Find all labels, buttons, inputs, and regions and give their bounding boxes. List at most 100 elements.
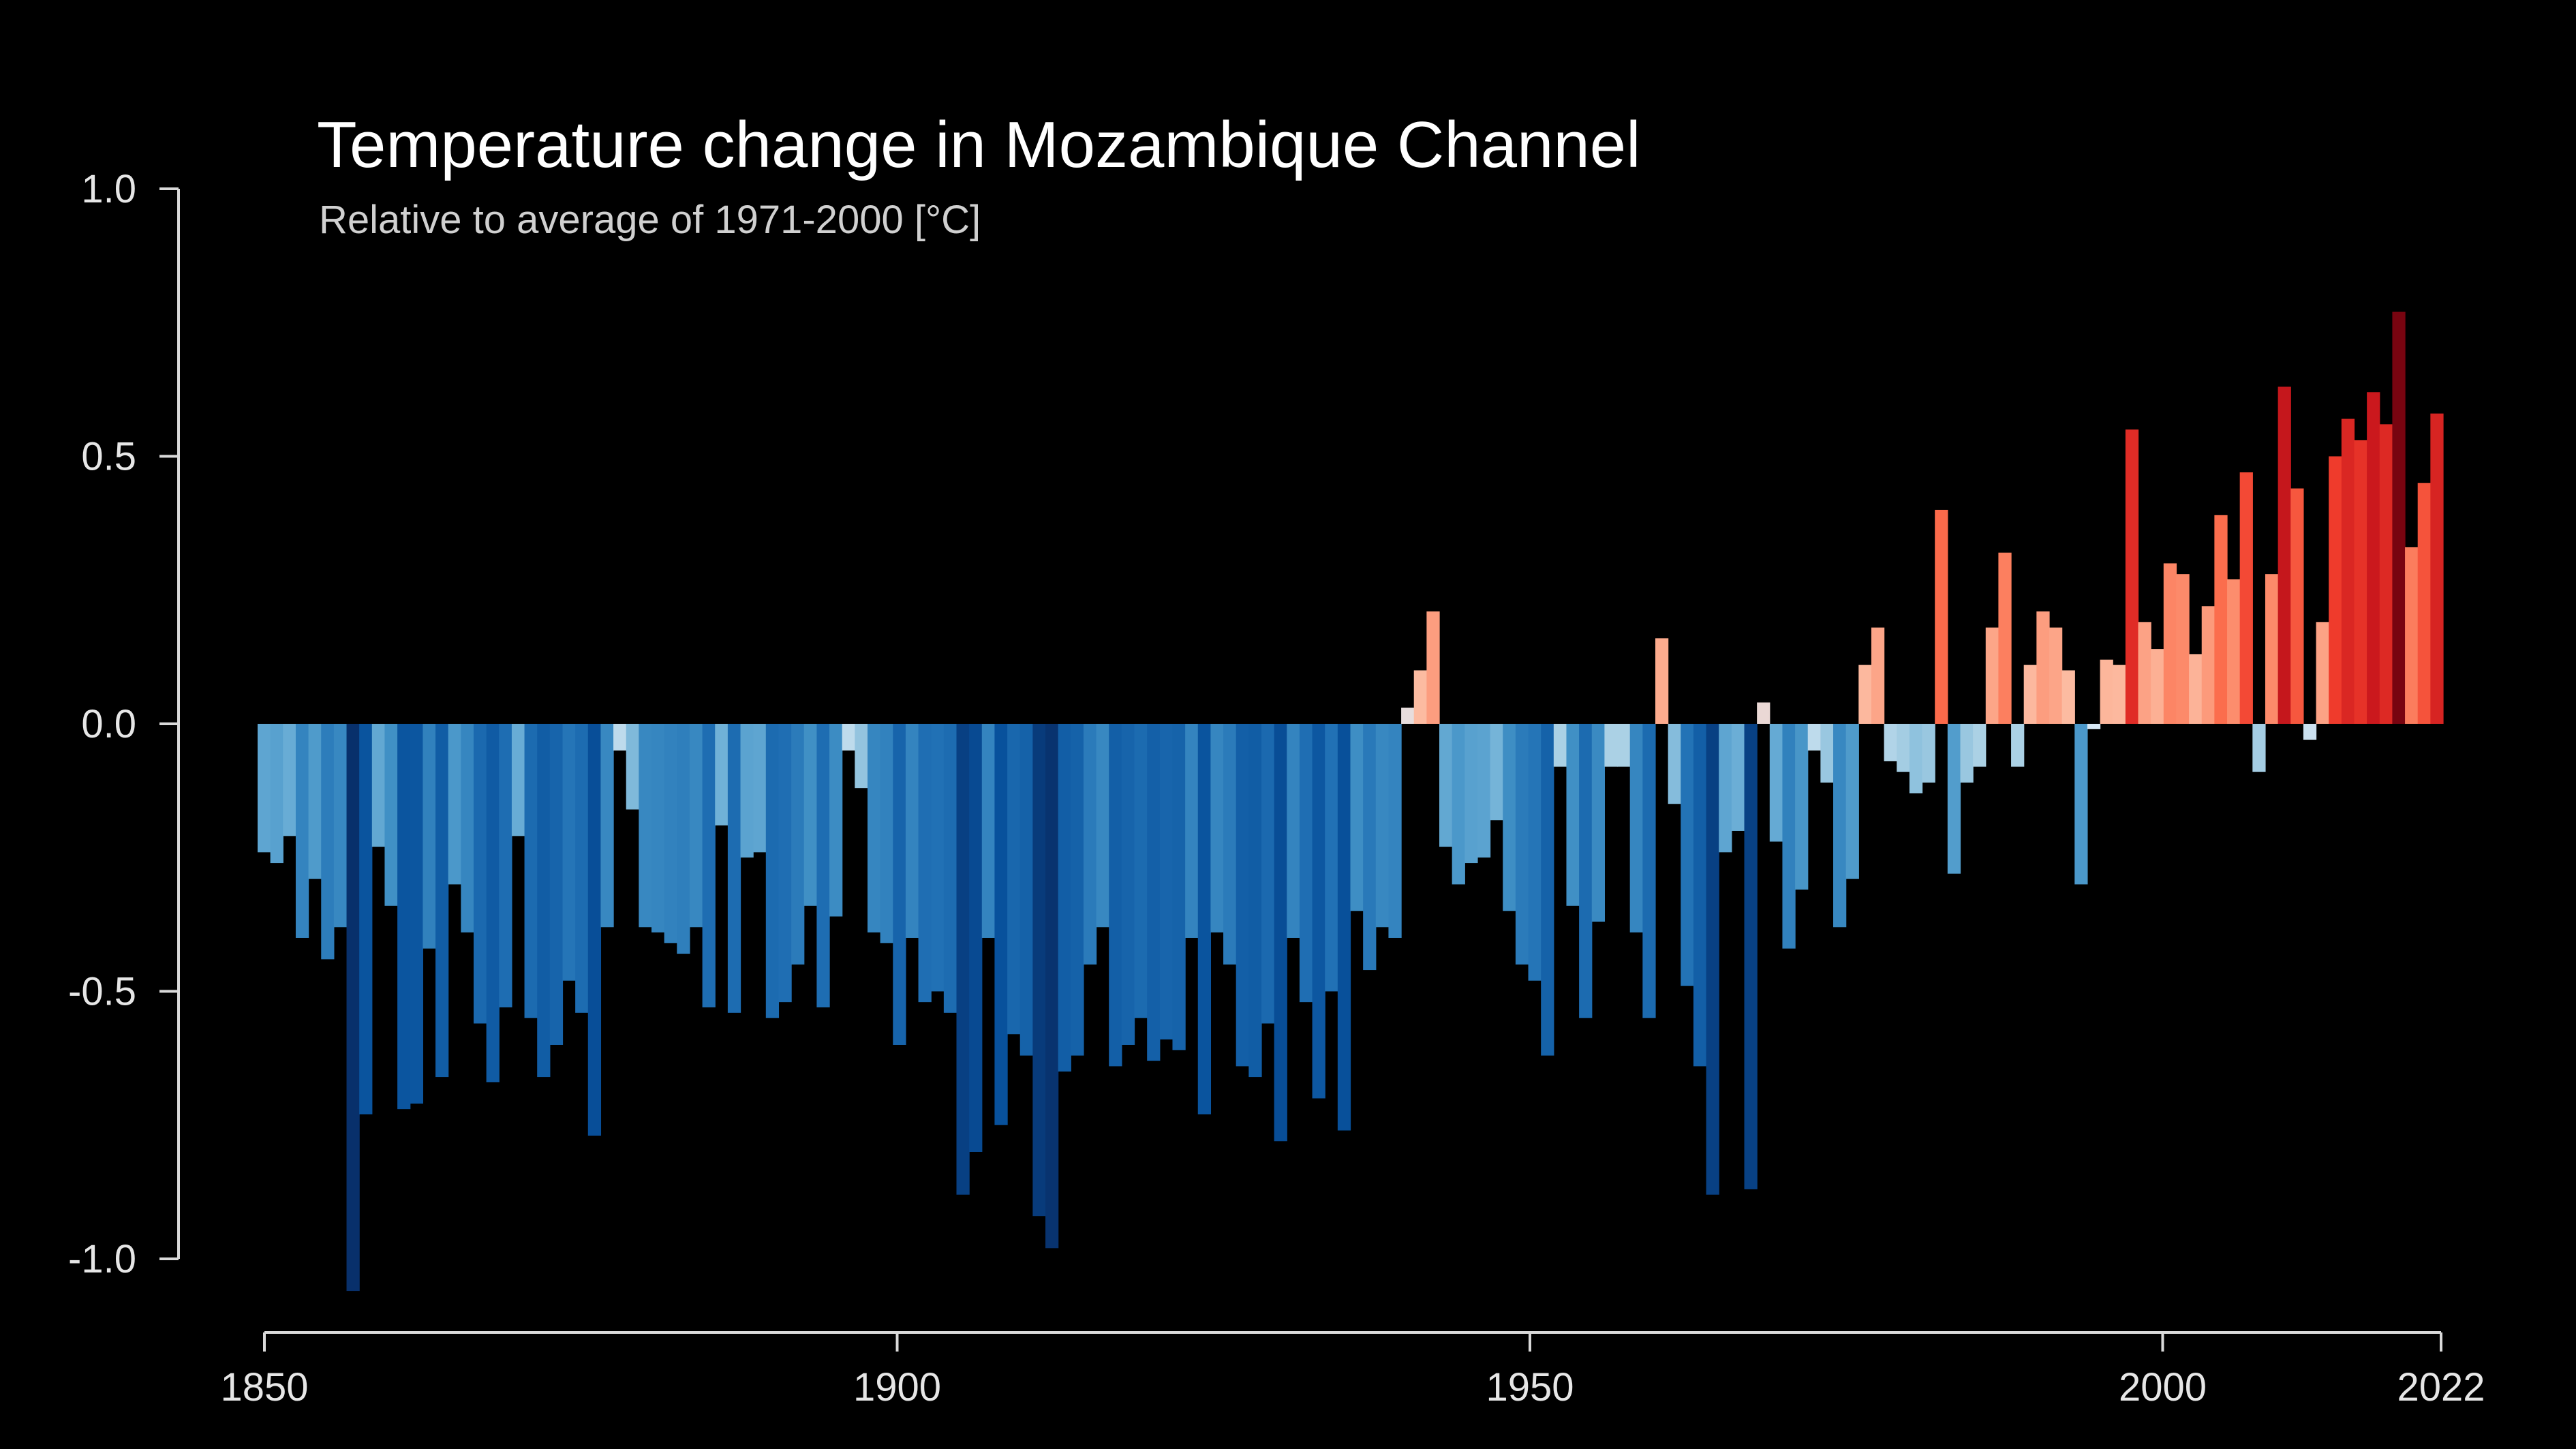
bar-1948 [1503, 724, 1516, 911]
bar-1990 [2036, 611, 2050, 724]
bar-1851 [270, 724, 283, 864]
bar-1960 [1655, 638, 1669, 724]
bar-1873 [549, 724, 564, 1045]
bar-1886 [715, 724, 729, 826]
bar-1858 [359, 724, 373, 1115]
bar-1869 [499, 724, 512, 1008]
bar-2014 [2341, 418, 2355, 724]
bar-1961 [1668, 724, 1681, 804]
bar-1918 [1121, 724, 1135, 1045]
bar-1950 [1528, 724, 1542, 981]
bar-1850 [258, 724, 271, 853]
bar-1928 [1248, 724, 1262, 1078]
bar-2005 [2227, 579, 2241, 724]
bar-1874 [562, 724, 576, 981]
bar-1987 [1998, 552, 2012, 724]
bar-1979 [1897, 724, 1910, 772]
bar-1988 [2011, 724, 2025, 767]
bar-1958 [1629, 724, 1643, 933]
bar-1999 [2151, 649, 2164, 724]
bar-2000 [2163, 563, 2177, 724]
bar-1902 [918, 724, 932, 1003]
bar-1944 [1452, 724, 1465, 885]
bar-1924 [1197, 724, 1212, 1115]
bar-1875 [575, 724, 589, 1013]
bar-1997 [2125, 429, 2139, 724]
bar-1862 [410, 724, 423, 1104]
bar-1910 [1019, 724, 1033, 1056]
bar-1919 [1134, 724, 1148, 1018]
bar-1898 [867, 724, 881, 933]
bar-1911 [1032, 724, 1046, 1217]
bar-1937 [1363, 724, 1377, 971]
bars-group [258, 311, 2444, 1292]
bar-1936 [1350, 724, 1364, 911]
bar-1956 [1604, 724, 1618, 767]
bar-1884 [689, 724, 703, 928]
bar-1857 [346, 724, 360, 1292]
bar-1953 [1566, 724, 1580, 906]
bar-1941 [1413, 670, 1427, 724]
bar-1942 [1426, 611, 1440, 724]
bar-2015 [2354, 440, 2367, 724]
bar-1871 [524, 724, 538, 1018]
bar-2013 [2329, 456, 2342, 724]
bar-1916 [1096, 724, 1109, 928]
bar-1968 [1757, 702, 1770, 724]
x-tick-label: 1950 [1486, 1365, 1574, 1409]
bar-1877 [600, 724, 614, 928]
bar-1998 [2138, 622, 2151, 724]
bar-2004 [2214, 515, 2228, 724]
x-tick-label: 1900 [853, 1365, 941, 1409]
bar-1963 [1693, 724, 1707, 1067]
bar-2016 [2367, 392, 2380, 724]
bar-1969 [1769, 724, 1783, 842]
bar-2010 [2290, 488, 2304, 724]
bar-1880 [639, 724, 652, 928]
bar-1973 [1820, 724, 1834, 783]
bar-1895 [829, 724, 843, 917]
bar-1866 [461, 724, 474, 933]
bar-1932 [1299, 724, 1313, 1003]
bar-1907 [981, 724, 996, 938]
bar-2007 [2252, 724, 2266, 772]
bar-1921 [1159, 724, 1174, 1040]
bar-1981 [1922, 724, 1935, 783]
bar-1931 [1287, 724, 1300, 938]
bar-1893 [803, 724, 817, 906]
bar-1939 [1388, 724, 1402, 938]
bar-1996 [2113, 665, 2126, 724]
bar-1983 [1947, 724, 1961, 874]
bar-1984 [1960, 724, 1974, 783]
bar-1943 [1439, 724, 1453, 847]
bar-1933 [1312, 724, 1325, 1099]
bar-1864 [435, 724, 449, 1078]
y-tick-label: 0.5 [81, 435, 136, 479]
bar-1867 [473, 724, 487, 1024]
y-tick-label: 0.0 [81, 702, 136, 746]
bar-2003 [2201, 606, 2215, 724]
bar-1954 [1579, 724, 1593, 1018]
bar-1876 [587, 724, 602, 1136]
x-tick-label: 2022 [2397, 1365, 2485, 1409]
x-tick-label: 2000 [2119, 1365, 2207, 1409]
bar-1901 [905, 724, 919, 938]
bar-2020 [2417, 483, 2431, 724]
bar-1947 [1490, 724, 1503, 821]
bar-1945 [1465, 724, 1478, 864]
x-tick-label: 1850 [220, 1365, 308, 1409]
bar-1966 [1731, 724, 1745, 831]
bar-1993 [2074, 724, 2088, 885]
bar-1861 [397, 724, 411, 1110]
bar-1860 [384, 724, 398, 906]
bar-1927 [1236, 724, 1249, 1067]
bar-1975 [1845, 724, 1859, 879]
bar-1878 [613, 724, 627, 751]
bar-1991 [2049, 627, 2063, 724]
bar-2017 [2379, 424, 2393, 724]
bar-2006 [2239, 472, 2253, 724]
bar-1868 [486, 724, 500, 1082]
bar-1957 [1617, 724, 1631, 767]
bar-1881 [651, 724, 665, 933]
bar-2021 [2430, 413, 2444, 724]
